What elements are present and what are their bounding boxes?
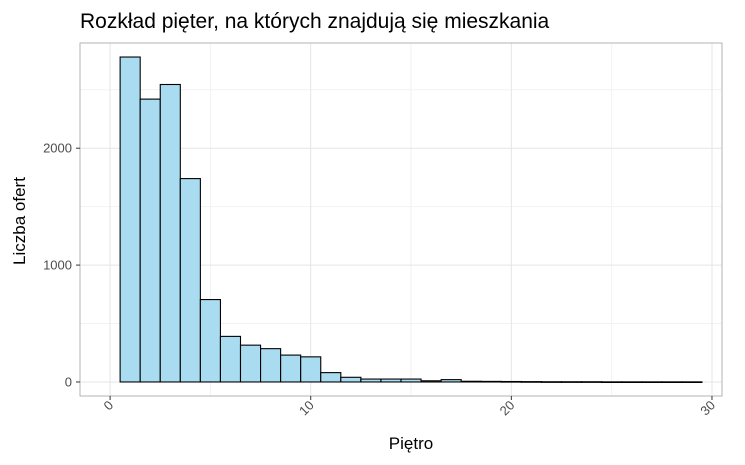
- x-axis-ticks: 0 10 20 30: [100, 396, 718, 418]
- histogram-bar: [480, 380, 502, 383]
- histogram-bar: [641, 381, 663, 384]
- histogram-bar: [380, 378, 402, 383]
- chart-title: Rozkład pięter, na których znajdują się …: [80, 10, 550, 33]
- histogram-bar: [420, 380, 442, 383]
- histogram-bar: [460, 380, 482, 383]
- histogram-bar: [621, 381, 643, 384]
- histogram-bar: [119, 56, 141, 383]
- y-tick-label: 2000: [43, 141, 72, 156]
- histogram-bar: [540, 381, 563, 383]
- histogram-bar: [280, 354, 302, 383]
- histogram-bar: [661, 381, 683, 384]
- histogram-bar: [159, 83, 181, 383]
- histogram-bar: [320, 372, 342, 383]
- x-tick-label: 0: [100, 398, 116, 414]
- histogram-bar: [199, 299, 221, 383]
- histogram-bar: [400, 378, 422, 383]
- histogram-bar: [500, 380, 522, 383]
- histogram-bar: [300, 356, 322, 383]
- histogram-bar: [179, 178, 201, 383]
- histogram-bar: [219, 335, 242, 383]
- y-axis-ticks: 0 1000 2000: [43, 141, 80, 389]
- x-tick-label: 30: [697, 398, 718, 419]
- histogram-bar: [440, 379, 462, 383]
- x-tick-label: 10: [296, 398, 317, 419]
- histogram-bar: [581, 381, 603, 383]
- histogram-bar: [260, 348, 282, 383]
- y-tick-label: 1000: [43, 258, 72, 273]
- x-axis-title: Piętro: [389, 434, 433, 453]
- histogram-bar: [139, 98, 161, 383]
- histogram-bar: [520, 381, 542, 383]
- histogram-bar: [560, 381, 583, 383]
- bars: [119, 56, 703, 384]
- histogram-bar: [360, 378, 382, 383]
- y-axis-title: Liczba ofert: [10, 177, 29, 265]
- histogram-bar: [239, 344, 262, 383]
- histogram-bar: [340, 376, 362, 383]
- y-tick-label: 0: [65, 374, 72, 389]
- histogram-bar: [681, 381, 703, 384]
- x-tick-label: 20: [497, 398, 518, 419]
- plot-panel-border: [79, 42, 723, 397]
- histogram-bar: [601, 381, 623, 384]
